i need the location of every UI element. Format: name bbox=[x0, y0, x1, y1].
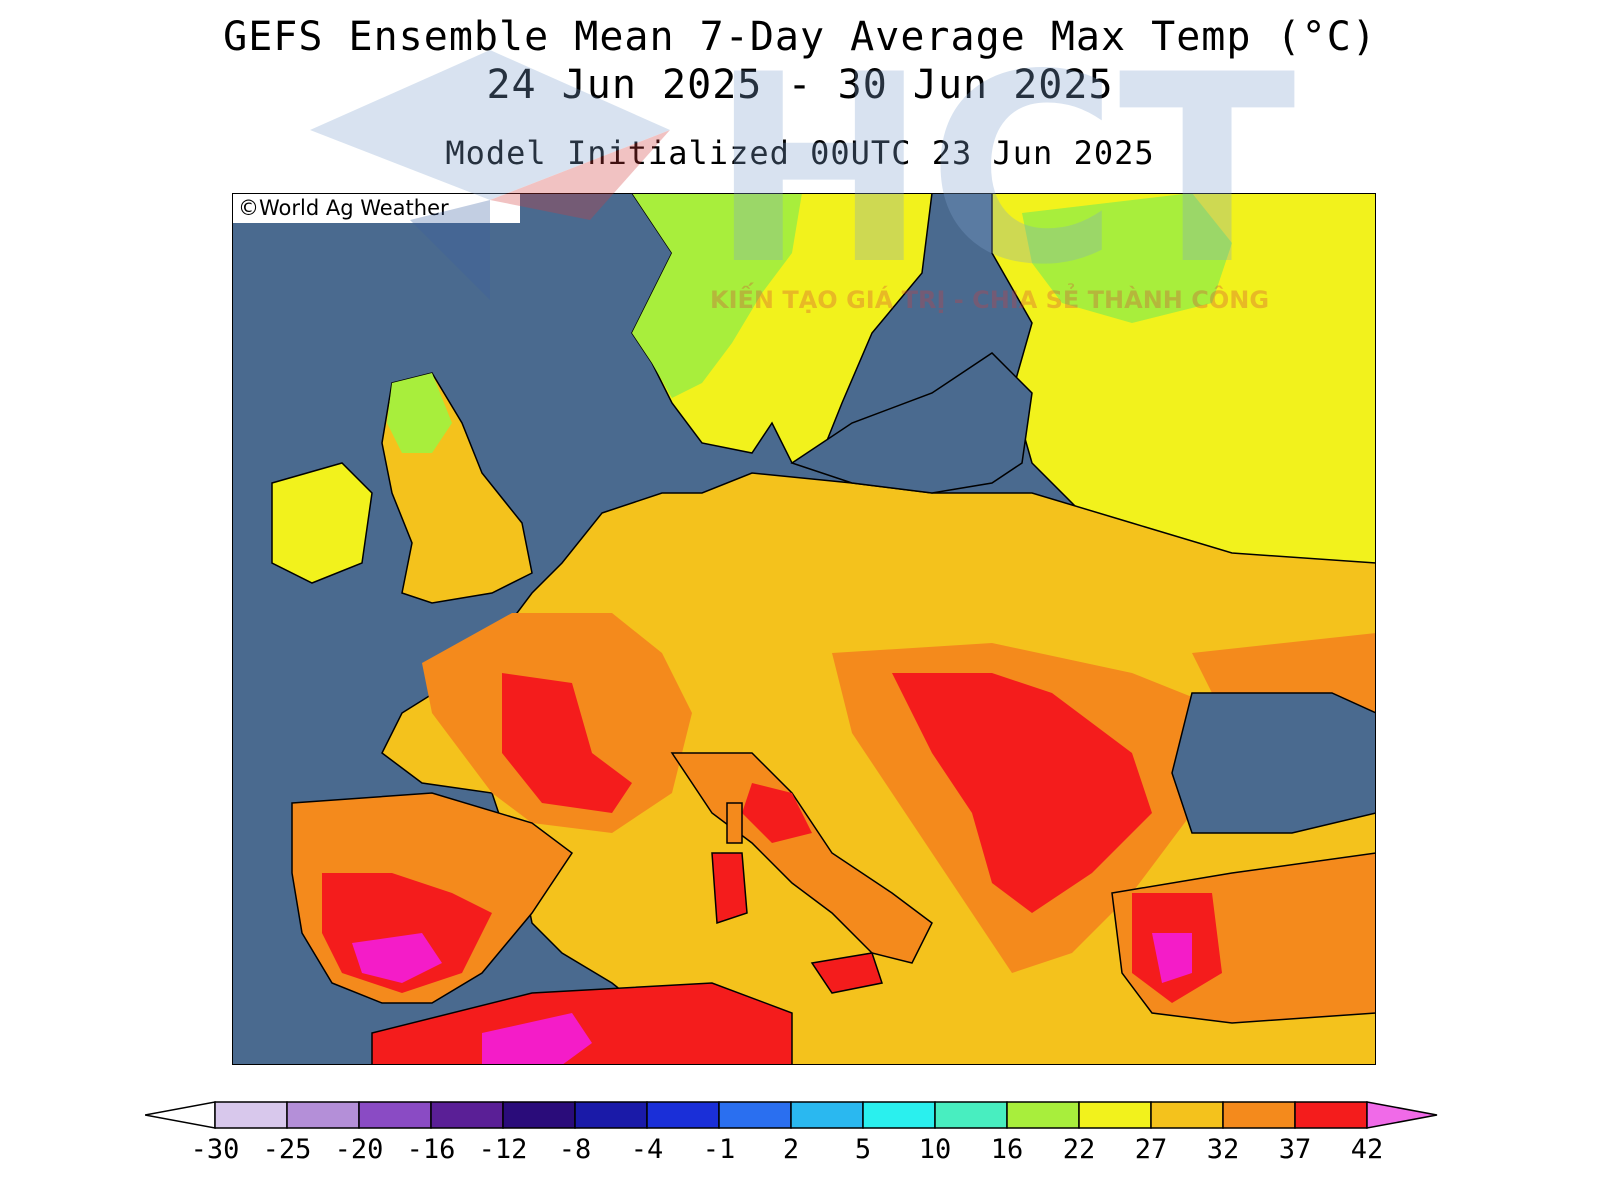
land-north-africa bbox=[371, 982, 793, 1065]
sea-baltic bbox=[790, 352, 1033, 494]
legend-arrow-right bbox=[1366, 1101, 1438, 1129]
legend-swatch bbox=[430, 1101, 504, 1129]
legend-swatch bbox=[358, 1101, 432, 1129]
legend-swatch bbox=[286, 1101, 360, 1129]
legend-swatch bbox=[214, 1101, 288, 1129]
legend-tick-label: -4 bbox=[631, 1134, 664, 1165]
zone-africa-extreme bbox=[482, 1013, 592, 1065]
temperature-map: ©World Ag Weather bbox=[232, 193, 1376, 1065]
land-corsica bbox=[726, 802, 743, 844]
legend-tick-label: 10 bbox=[919, 1134, 952, 1165]
legend-tick-label: -8 bbox=[559, 1134, 592, 1165]
zone-balkans-hot bbox=[892, 673, 1152, 913]
legend-tick-label: -16 bbox=[407, 1134, 456, 1165]
land-sardinia bbox=[711, 852, 748, 925]
legend-swatch bbox=[1006, 1101, 1080, 1129]
land-sicily bbox=[810, 952, 883, 994]
legend-tick-label: -30 bbox=[191, 1134, 240, 1165]
credit-box bbox=[232, 193, 520, 223]
legend-tick-label: -1 bbox=[703, 1134, 736, 1165]
map-title: GEFS Ensemble Mean 7-Day Average Max Tem… bbox=[223, 14, 1377, 60]
date-range: 24 Jun 2025 - 30 Jun 2025 bbox=[486, 62, 1114, 108]
legend-swatch bbox=[718, 1101, 792, 1129]
sea-black bbox=[1171, 692, 1376, 834]
legend-swatch bbox=[862, 1101, 936, 1129]
zone-turkey-extreme bbox=[1152, 933, 1192, 983]
map-credit: ©World Ag Weather bbox=[238, 196, 449, 220]
legend-swatch bbox=[574, 1101, 648, 1129]
legend-swatch bbox=[1078, 1101, 1152, 1129]
zone-france-hot bbox=[502, 673, 632, 813]
legend-swatch bbox=[502, 1101, 576, 1129]
legend-tick-label: 32 bbox=[1207, 1134, 1240, 1165]
legend-tick-label: 2 bbox=[783, 1134, 799, 1165]
legend-tick-label: 42 bbox=[1351, 1134, 1384, 1165]
legend-arrow-left bbox=[145, 1101, 216, 1129]
zone-iberia-extreme bbox=[352, 933, 442, 983]
color-legend: -30 -25 -20 -16 -12 -8 -4 -1 2 5 10 16 22 27 32 37 42 bbox=[145, 1101, 1438, 1165]
land-ireland bbox=[271, 462, 373, 584]
legend-tick-label: 37 bbox=[1279, 1134, 1312, 1165]
legend-tick-label: -25 bbox=[263, 1134, 312, 1165]
legend-tick-label: -12 bbox=[479, 1134, 528, 1165]
legend-swatch bbox=[790, 1101, 864, 1129]
legend-tick-label: 16 bbox=[991, 1134, 1024, 1165]
model-init-time: Model Initialized 00UTC 23 Jun 2025 bbox=[445, 134, 1155, 172]
legend-swatch bbox=[1150, 1101, 1224, 1129]
legend-tick-label: 5 bbox=[855, 1134, 871, 1165]
land-finland-green bbox=[1022, 193, 1232, 323]
legend-tick-label: 22 bbox=[1063, 1134, 1096, 1165]
legend-tick-label: 27 bbox=[1135, 1134, 1168, 1165]
legend-tick-label: -20 bbox=[335, 1134, 384, 1165]
legend-swatch bbox=[1222, 1101, 1296, 1129]
land-norway-green bbox=[632, 193, 802, 398]
zone-italy-hot bbox=[742, 783, 812, 843]
legend-swatch bbox=[646, 1101, 720, 1129]
legend-swatch bbox=[934, 1101, 1008, 1129]
legend-swatch bbox=[1294, 1101, 1368, 1129]
zone-scotland bbox=[387, 373, 452, 453]
